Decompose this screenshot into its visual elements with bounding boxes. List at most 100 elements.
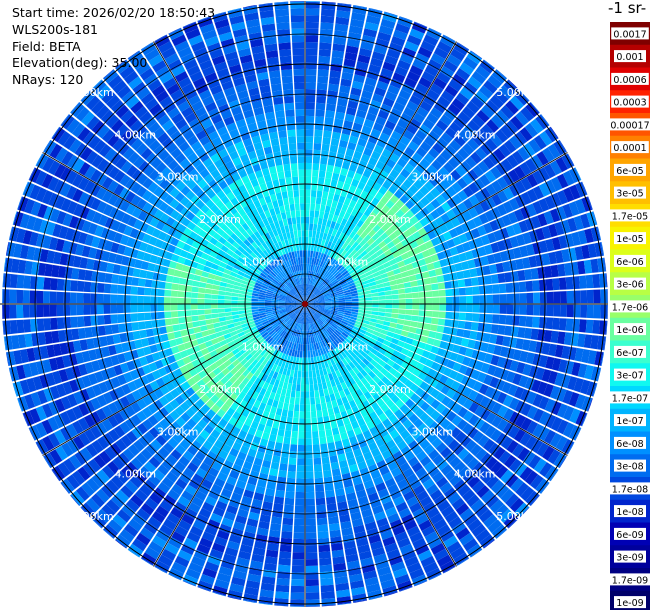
ray-gate	[43, 318, 52, 331]
ray-gate	[177, 291, 185, 298]
ray-gate	[208, 489, 220, 501]
ray-gate	[281, 339, 287, 346]
ray-gate	[296, 465, 305, 472]
ray-gate	[153, 451, 166, 464]
ray-gate	[315, 396, 321, 405]
ray-gate	[590, 335, 599, 350]
ray-gate	[278, 308, 286, 311]
ray-gate	[445, 469, 458, 481]
ray-gate	[231, 576, 246, 587]
ray-gate	[395, 358, 404, 366]
ray-gate	[186, 418, 197, 429]
ray-gate	[91, 493, 105, 508]
ray-gate	[72, 340, 82, 353]
ray-gate	[258, 338, 265, 345]
ray-gate	[432, 454, 444, 466]
ray-gate	[54, 398, 66, 413]
ray-gate	[153, 487, 167, 500]
ray-gate	[486, 475, 500, 489]
ray-gate	[320, 150, 329, 158]
ray-gate	[90, 315, 98, 326]
ray-gate	[297, 458, 305, 466]
ray-gate	[308, 337, 312, 345]
ray-gate	[155, 377, 166, 388]
ray-gate	[221, 367, 230, 376]
ray-gate	[198, 484, 210, 496]
ray-gate	[374, 407, 384, 417]
ray-gate	[147, 415, 159, 427]
ray-gate	[117, 314, 125, 324]
ray-gate	[325, 428, 333, 437]
ray-gate	[266, 543, 279, 552]
ray-gate	[102, 392, 114, 404]
ray-gate	[231, 311, 239, 316]
ray-gate	[165, 325, 174, 333]
ray-gate	[512, 373, 522, 386]
ray-gate	[148, 456, 161, 469]
ray-gate	[346, 335, 354, 342]
ray-gate	[295, 210, 301, 218]
ray-gate	[294, 95, 305, 103]
ray-gate	[191, 383, 201, 393]
ray-gate	[440, 464, 453, 476]
ray-gate	[300, 397, 305, 405]
ray-gate	[471, 461, 485, 475]
ray-gate	[70, 316, 78, 328]
ray-gate	[264, 368, 272, 376]
ray-gate	[305, 431, 312, 439]
ray-gate	[561, 345, 571, 359]
ray-gate	[136, 423, 148, 435]
ray-gate	[345, 346, 353, 354]
ray-gate	[543, 383, 554, 398]
ray-gate	[46, 344, 56, 358]
ray-gate	[140, 448, 153, 461]
ray-gate	[427, 466, 440, 478]
ray-gate	[335, 582, 350, 592]
ray-gate	[307, 344, 310, 351]
ray-gate	[2, 288, 4, 304]
ray-gate	[383, 316, 392, 322]
ray-gate	[335, 362, 342, 370]
ray-gate	[318, 306, 325, 310]
ray-gate	[215, 500, 228, 511]
ray-gate	[279, 49, 292, 57]
ray-gate	[228, 327, 236, 333]
ray-gate	[376, 517, 389, 528]
ray-gate	[314, 313, 320, 319]
ray-gate	[96, 394, 108, 407]
ray-gate	[287, 190, 294, 198]
ray-gate	[270, 523, 282, 532]
ray-gate	[246, 518, 259, 528]
ray-gate	[279, 309, 286, 313]
ray-gate	[42, 435, 55, 451]
ray-gate	[178, 317, 186, 324]
ray-gate	[69, 292, 77, 304]
ray-gate	[131, 277, 140, 286]
ray-gate	[314, 363, 319, 371]
ray-gate	[115, 534, 131, 548]
ray-gate	[396, 440, 408, 451]
ray-gate	[327, 192, 335, 201]
ray-gate	[37, 389, 48, 405]
ray-gate	[273, 97, 284, 105]
ray-gate	[227, 340, 236, 348]
ray-gate	[188, 429, 199, 440]
ray-gate	[121, 504, 136, 518]
ray-gate	[226, 476, 237, 486]
ray-gate	[338, 304, 346, 306]
ray-gate	[374, 340, 383, 348]
ray-gate	[293, 538, 305, 546]
ray-gate	[272, 90, 283, 99]
ray-gate	[310, 404, 316, 412]
ray-gate	[493, 345, 502, 356]
ray-gate	[213, 342, 222, 350]
ray-gate	[319, 35, 333, 44]
ray-gate	[315, 369, 321, 377]
ray-gate	[315, 497, 326, 506]
ray-gate	[309, 210, 315, 218]
ray-gate	[440, 418, 451, 430]
ray-gate	[326, 435, 334, 444]
ray-gate	[294, 350, 298, 358]
ray-gate	[312, 431, 319, 439]
ray-gate	[324, 117, 334, 125]
